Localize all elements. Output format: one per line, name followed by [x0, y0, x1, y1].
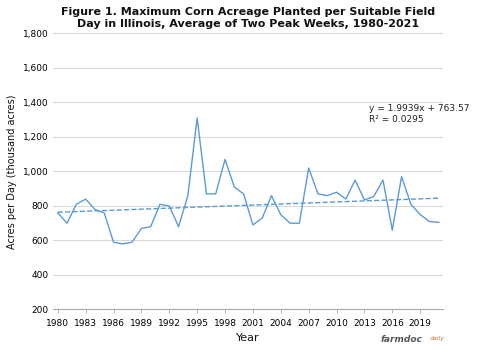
Y-axis label: Acres per Day (thousand acres): Acres per Day (thousand acres) — [7, 94, 17, 249]
Text: daily: daily — [430, 336, 445, 341]
X-axis label: Year: Year — [237, 333, 260, 343]
Text: y = 1.9939x + 763.57
R² = 0.0295: y = 1.9939x + 763.57 R² = 0.0295 — [369, 104, 469, 124]
Title: Figure 1. Maximum Corn Acreage Planted per Suitable Field
Day in Illinois, Avera: Figure 1. Maximum Corn Acreage Planted p… — [61, 7, 435, 29]
Text: farmdoc: farmdoc — [381, 335, 422, 344]
